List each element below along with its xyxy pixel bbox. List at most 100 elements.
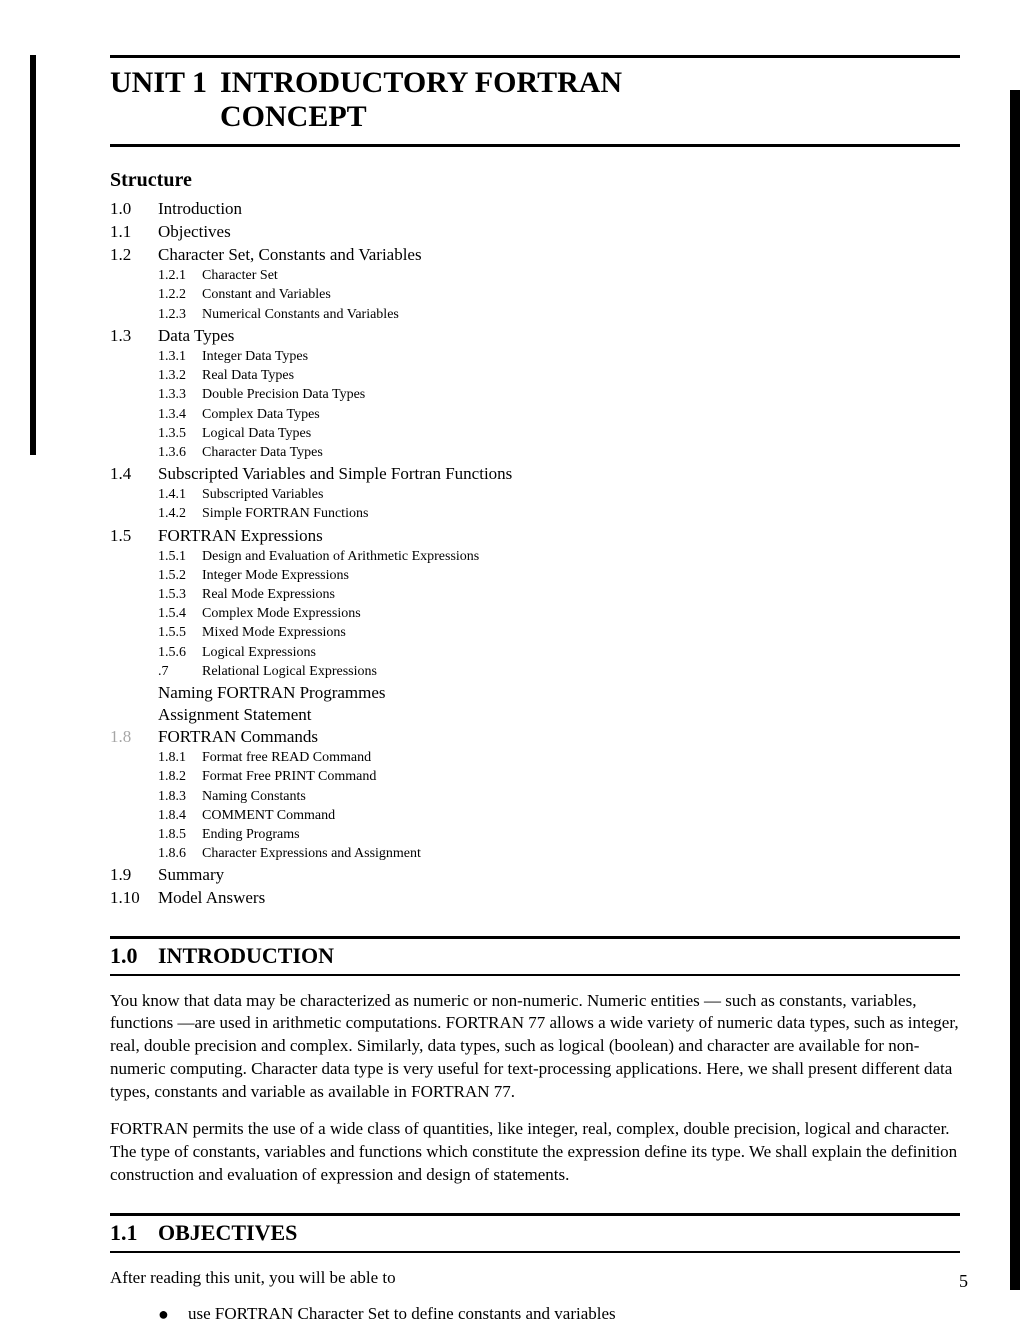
toc-subitem: 1.4.1Subscripted Variables [158, 486, 960, 504]
toc-sub-label: Integer Mode Expressions [202, 567, 349, 585]
toc-sub-label: Real Data Types [202, 367, 294, 385]
toc-sub-num: 1.8.2 [158, 768, 202, 786]
unit-number: UNIT 1 [110, 66, 220, 134]
toc-sub-num: 1.8.1 [158, 749, 202, 767]
toc-label: FORTRAN Commands [158, 726, 318, 748]
toc-sub-label: Naming Constants [202, 788, 306, 806]
toc-sub-num: 1.5.3 [158, 586, 202, 604]
toc-label: Subscripted Variables and Simple Fortran… [158, 463, 512, 485]
toc-sublist: 1.3.1Integer Data Types1.3.2Real Data Ty… [158, 348, 960, 462]
toc-subitem: 1.3.6Character Data Types [158, 444, 960, 462]
toc-item: Naming FORTRAN Programmes [158, 682, 960, 704]
toc-subitem: 1.8.4COMMENT Command [158, 807, 960, 825]
toc-sub-num: 1.3.1 [158, 348, 202, 366]
toc-sub-num: 1.8.3 [158, 788, 202, 806]
toc-sub-label: Complex Mode Expressions [202, 605, 361, 623]
toc-subitem: 1.2.3Numerical Constants and Variables [158, 306, 960, 324]
toc-subitem: 1.3.4Complex Data Types [158, 406, 960, 424]
toc-subitem: .7Relational Logical Expressions [158, 663, 960, 681]
section-title: OBJECTIVES [158, 1220, 297, 1246]
toc-label: Introduction [158, 198, 242, 220]
toc-item: 1.2Character Set, Constants and Variable… [110, 244, 960, 266]
toc-sub-num: 1.2.3 [158, 306, 202, 324]
toc-subitem: 1.8.2Format Free PRINT Command [158, 768, 960, 786]
toc-sub-label: Character Data Types [202, 444, 323, 462]
toc-sub-num: 1.8.6 [158, 845, 202, 863]
toc-label: Summary [158, 864, 224, 886]
toc-sub-num: 1.5.5 [158, 624, 202, 642]
toc-label: Data Types [158, 325, 234, 347]
toc-subitem: 1.8.3Naming Constants [158, 788, 960, 806]
toc-sub-num: 1.8.4 [158, 807, 202, 825]
toc-sub-num: 1.3.5 [158, 425, 202, 443]
toc-sub-label: Ending Programs [202, 826, 300, 844]
toc-sub-label: Format free READ Command [202, 749, 371, 767]
toc-item: 1.0Introduction [110, 198, 960, 220]
toc-label: FORTRAN Expressions [158, 525, 323, 547]
toc-sub-num: 1.5.1 [158, 548, 202, 566]
toc-sub-num: 1.5.4 [158, 605, 202, 623]
section-title: INTRODUCTION [158, 943, 334, 969]
intro-para-2: FORTRAN permits the use of a wide class … [110, 1118, 960, 1187]
section-objectives-heading: 1.1 OBJECTIVES [110, 1213, 960, 1253]
toc-subitem: 1.3.3Double Precision Data Types [158, 386, 960, 404]
unit-title-line2: CONCEPT [220, 100, 622, 134]
intro-para-1: You know that data may be characterized … [110, 990, 960, 1105]
toc-sub-num: 1.3.3 [158, 386, 202, 404]
toc-subitem: 1.2.1Character Set [158, 267, 960, 285]
toc-item: 1.3Data Types [110, 325, 960, 347]
toc-sub-num: 1.3.2 [158, 367, 202, 385]
unit-title-block: UNIT 1 INTRODUCTORY FORTRAN CONCEPT [110, 55, 960, 147]
bullet-icon: ● [158, 1304, 188, 1325]
toc-subitem: 1.5.3Real Mode Expressions [158, 586, 960, 604]
toc-num: 1.4 [110, 463, 158, 485]
toc-item: 1.10Model Answers [110, 887, 960, 909]
table-of-contents: 1.0Introduction1.1Objectives1.2Character… [110, 198, 960, 910]
toc-sub-label: Real Mode Expressions [202, 586, 335, 604]
toc-item: 1.4Subscripted Variables and Simple Fort… [110, 463, 960, 485]
bullet-text: use FORTRAN Character Set to define cons… [188, 1304, 616, 1325]
toc-sub-num: 1.5.2 [158, 567, 202, 585]
toc-sublist: 1.4.1Subscripted Variables1.4.2Simple FO… [158, 486, 960, 523]
toc-sub-num: 1.8.5 [158, 826, 202, 844]
toc-subitem: 1.8.1Format free READ Command [158, 749, 960, 767]
toc-subitem: 1.8.6Character Expressions and Assignmen… [158, 845, 960, 863]
toc-sub-label: Double Precision Data Types [202, 386, 365, 404]
scan-edge-right [1010, 90, 1020, 1290]
bullet-item: ●use FORTRAN Character Set to define con… [158, 1304, 960, 1325]
toc-num: 1.8 [110, 726, 158, 748]
toc-num: 1.2 [110, 244, 158, 266]
toc-num: 1.9 [110, 864, 158, 886]
toc-subitem: 1.5.5Mixed Mode Expressions [158, 624, 960, 642]
section-num: 1.1 [110, 1220, 158, 1246]
structure-heading: Structure [110, 169, 960, 192]
unit-title-line1: INTRODUCTORY FORTRAN [220, 66, 622, 100]
toc-sub-num: 1.2.1 [158, 267, 202, 285]
toc-sub-label: Constant and Variables [202, 286, 331, 304]
toc-num: 1.0 [110, 198, 158, 220]
section-num: 1.0 [110, 943, 158, 969]
toc-subitem: 1.5.6Logical Expressions [158, 644, 960, 662]
toc-num: 1.1 [110, 221, 158, 243]
toc-subitem: 1.8.5Ending Programs [158, 826, 960, 844]
toc-subitem: 1.5.1Design and Evaluation of Arithmetic… [158, 548, 960, 566]
toc-sub-num: 1.3.4 [158, 406, 202, 424]
toc-sub-num: 1.4.2 [158, 505, 202, 523]
toc-sub-label: Logical Expressions [202, 644, 316, 662]
scan-edge-left [30, 55, 36, 455]
toc-sub-label: COMMENT Command [202, 807, 335, 825]
toc-subitem: 1.4.2Simple FORTRAN Functions [158, 505, 960, 523]
objectives-lead: After reading this unit, you will be abl… [110, 1267, 960, 1290]
toc-num: 1.5 [110, 525, 158, 547]
toc-item: 1.1Objectives [110, 221, 960, 243]
toc-sub-label: Design and Evaluation of Arithmetic Expr… [202, 548, 479, 566]
toc-sublist: 1.8.1Format free READ Command1.8.2Format… [158, 749, 960, 863]
toc-sub-num: 1.3.6 [158, 444, 202, 462]
toc-sub-label: Format Free PRINT Command [202, 768, 376, 786]
toc-label: Model Answers [158, 887, 265, 909]
toc-sub-label: Subscripted Variables [202, 486, 323, 504]
page-number: 5 [959, 1271, 968, 1292]
toc-item: 1.5FORTRAN Expressions [110, 525, 960, 547]
toc-subitem: 1.2.2Constant and Variables [158, 286, 960, 304]
toc-sub-num: 1.2.2 [158, 286, 202, 304]
